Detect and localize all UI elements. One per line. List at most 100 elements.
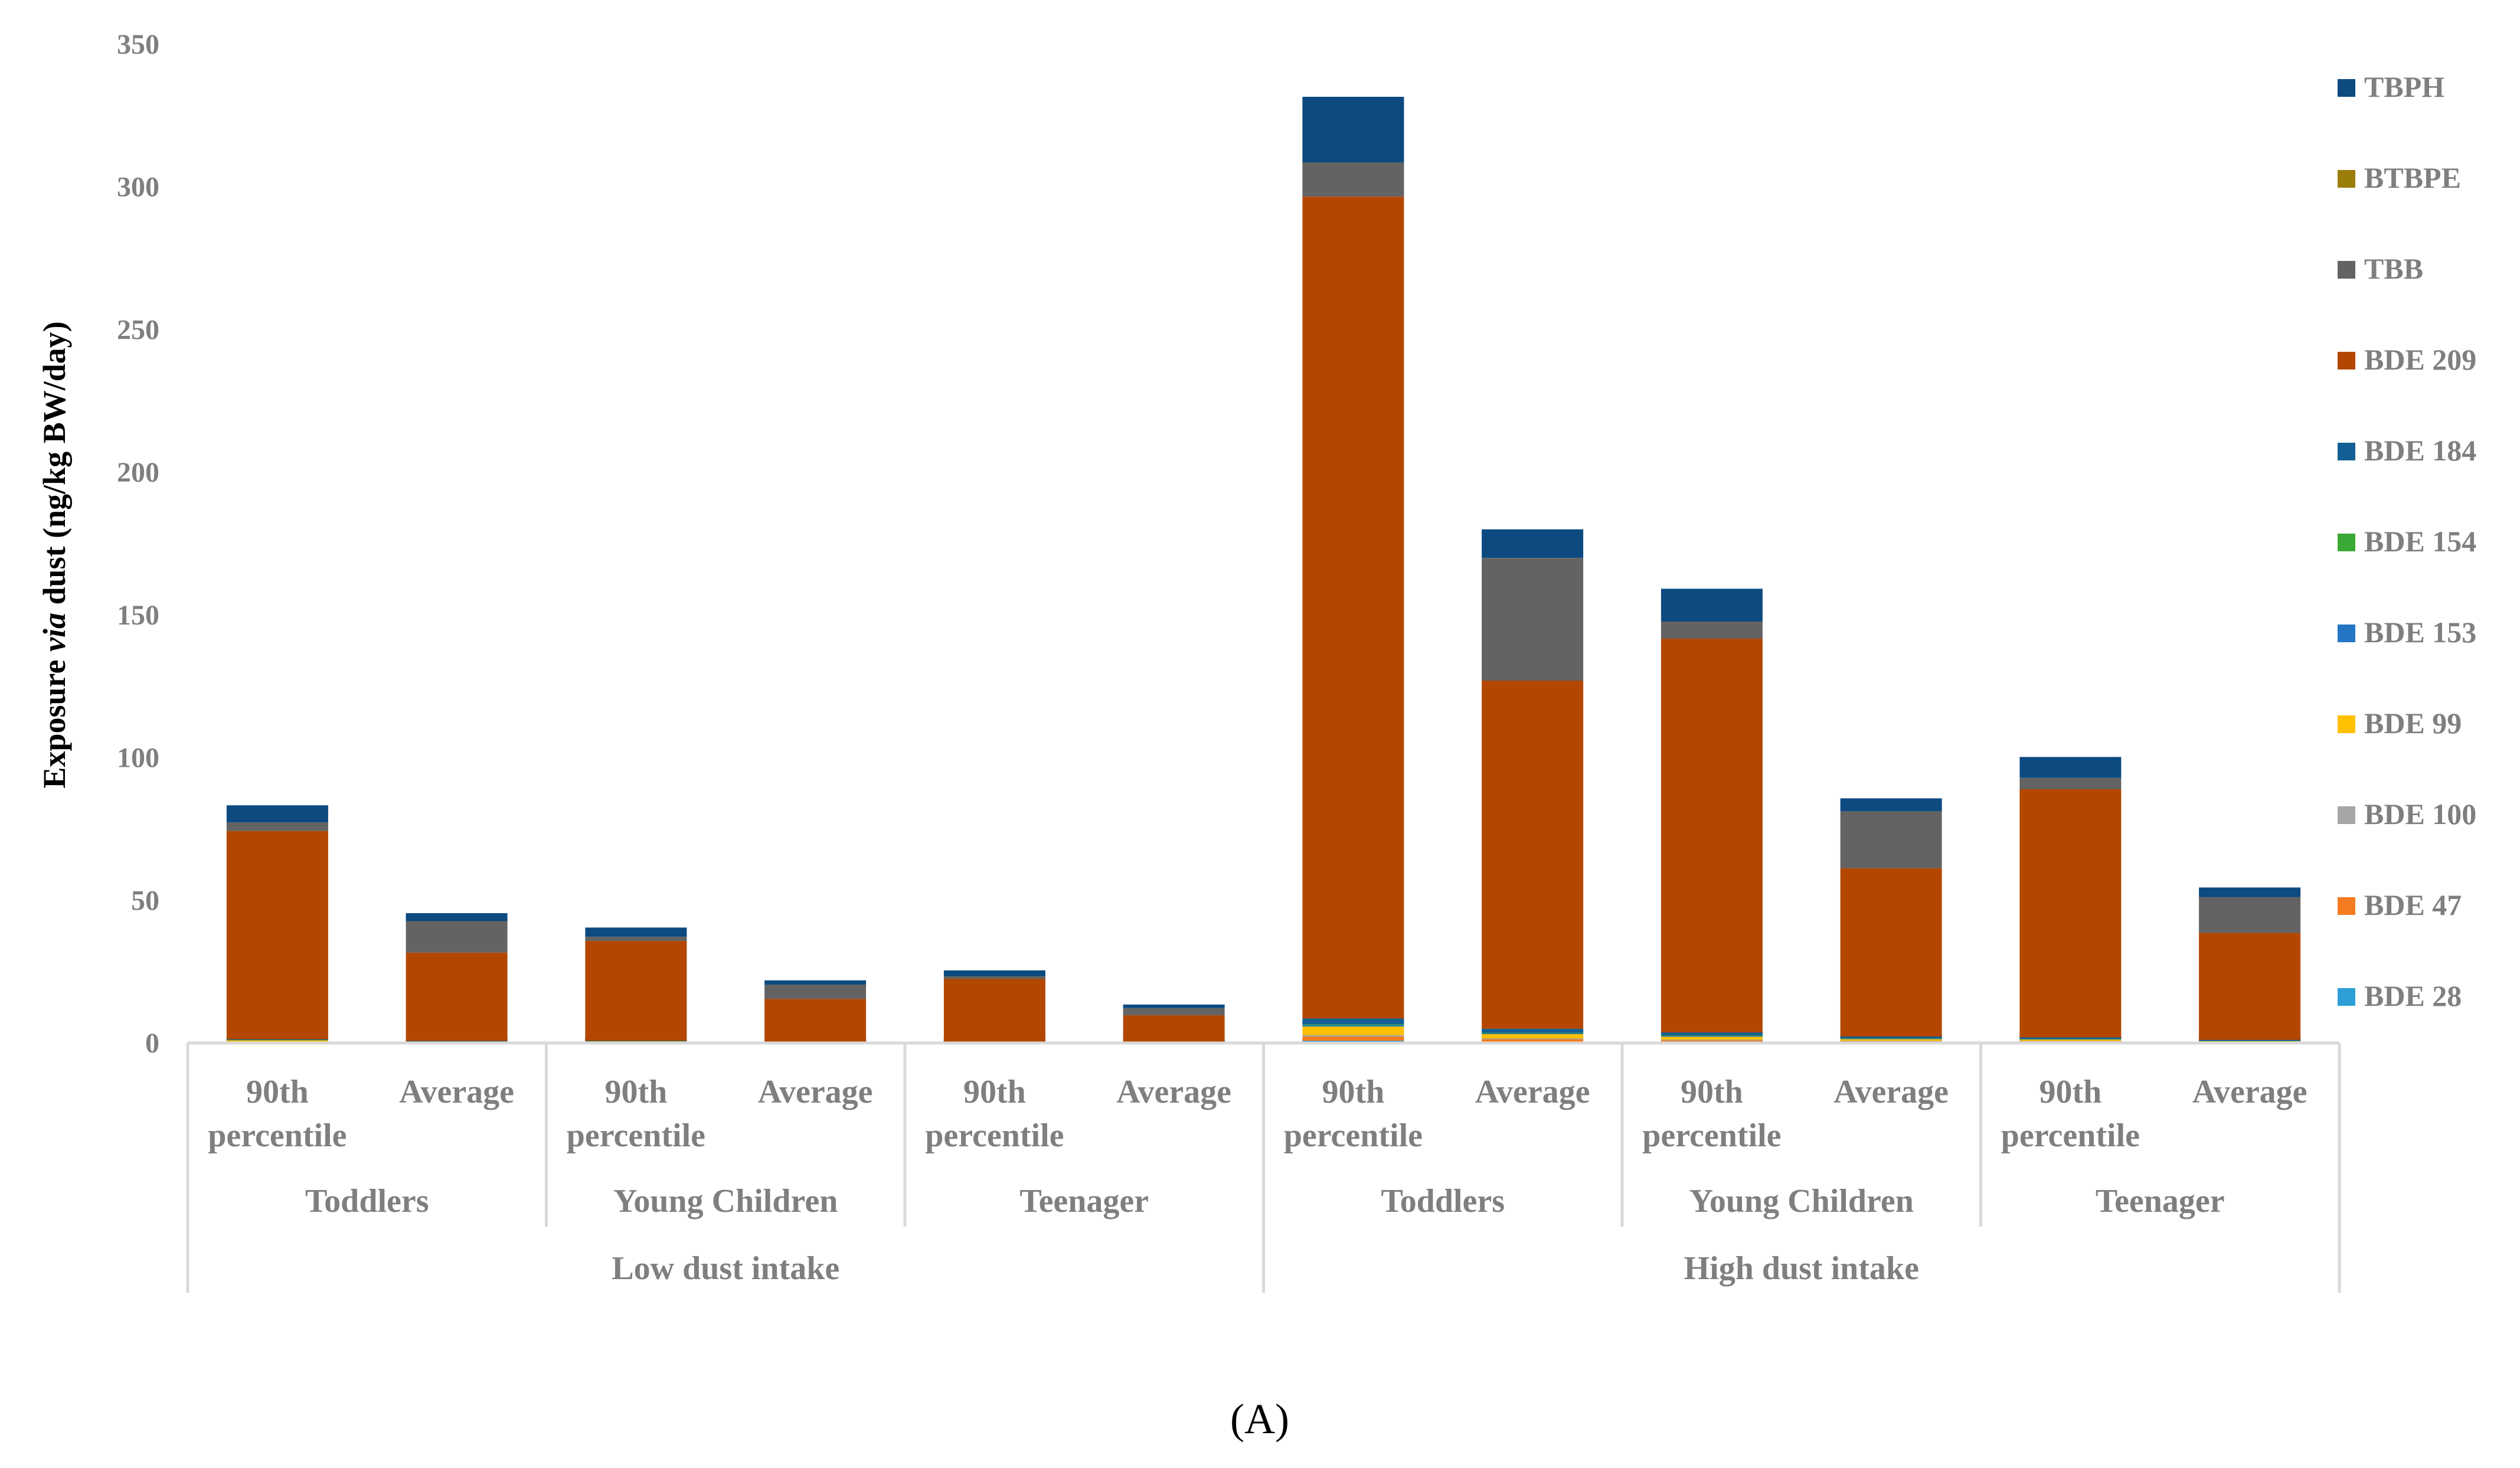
- bar-segment-bde-209: [943, 979, 1045, 1042]
- legend-swatch: [2338, 988, 2355, 1006]
- group-label: Young Children: [613, 1183, 838, 1219]
- bar-segment-tbph: [226, 805, 328, 823]
- legend-label: BDE 47: [2364, 888, 2462, 921]
- x-tick-label: Average: [1475, 1074, 1590, 1110]
- bar-segment-tbb: [1661, 622, 1763, 639]
- bar-segment-tbb: [226, 822, 328, 831]
- legend-swatch: [2338, 261, 2355, 279]
- bar-segment-tbb: [406, 921, 508, 953]
- y-tick-label: 350: [117, 29, 159, 60]
- legend-label: BDE 153: [2364, 616, 2476, 649]
- x-tick-label: 90th percentile: [567, 1074, 705, 1154]
- bar-stack: [2199, 887, 2301, 1043]
- bar-segment-bde-184: [1482, 1028, 1584, 1033]
- bar-segment-tbb: [1482, 558, 1584, 681]
- y-axis-title-part-1: Exposure: [37, 652, 72, 789]
- x-tick-label: 90th percentile: [208, 1074, 347, 1154]
- x-tick-label-line: Average: [1475, 1074, 1590, 1110]
- y-axis-ticks: 0 50 100 150 200 250 300 350: [117, 29, 159, 1059]
- bar-segment-tbph: [764, 980, 867, 985]
- bar-stack: [943, 970, 1045, 1043]
- bar-segment-bde-184: [1661, 1031, 1763, 1035]
- bar-segment-tbph: [1482, 529, 1584, 558]
- bar-segment-bde-209: [1840, 868, 1942, 1037]
- x-tick-label: 90th percentile: [2001, 1074, 2140, 1154]
- bar-segment-tbph: [2199, 887, 2301, 897]
- legend-swatch: [2338, 715, 2355, 733]
- bar-segment-bde-99: [1482, 1034, 1584, 1039]
- legend-label: BDE 99: [2364, 707, 2462, 740]
- bar-segment-tbph: [2019, 757, 2122, 778]
- bar-segment-tbph: [1661, 588, 1763, 622]
- y-tick-label: 50: [131, 885, 159, 916]
- bar-segment-bde-209: [2199, 933, 2301, 1040]
- x-tick-label-line: percentile: [208, 1117, 347, 1154]
- y-tick-label: 0: [145, 1028, 159, 1059]
- legend-swatch: [2338, 443, 2355, 460]
- legend-item: BDE 100: [2338, 797, 2476, 831]
- bar-segment-bde-209: [585, 941, 687, 1041]
- bar-stack: [1482, 529, 1584, 1043]
- bar-segment-bde-209: [2019, 789, 2122, 1038]
- y-axis-title-part-3: dust (ng/kg BW/day): [37, 321, 72, 613]
- x-tick-label: 90th percentile: [1642, 1074, 1781, 1154]
- bar-stack: [1302, 97, 1404, 1043]
- legend: TBPH BTBPE TBB BDE 209 BDE 184 BDE 154 BDE 153…: [2338, 70, 2476, 1012]
- legend-label: BDE 209: [2364, 343, 2476, 376]
- legend-label: BDE 154: [2364, 525, 2476, 558]
- x-tick-label-line: 90th: [963, 1074, 1026, 1110]
- x-tick-label-line: percentile: [1642, 1117, 1781, 1154]
- legend-label: BTBPE: [2364, 161, 2461, 194]
- category-labels: 90th percentile Average 90th percentile Avera…: [208, 1074, 2307, 1287]
- bar-segment-tbb: [2199, 897, 2301, 933]
- bar-stack: [406, 913, 508, 1043]
- y-axis-title: Exposure via dust (ng/kg BW/day): [37, 321, 72, 788]
- bar-segment-tbph: [1123, 1004, 1225, 1008]
- x-tick-label-line: Average: [2192, 1074, 2307, 1110]
- bar-segment-bde-28: [1302, 1039, 1404, 1043]
- x-tick-label: Average: [1116, 1074, 1231, 1110]
- group-label: Teenager: [1019, 1183, 1149, 1219]
- bar-segment-tbb: [1302, 162, 1404, 197]
- legend-label: BDE 184: [2364, 434, 2476, 467]
- x-tick-label-line: Average: [758, 1074, 873, 1110]
- bar-stack: [1123, 1004, 1225, 1043]
- svg-text:Exposure via dust (ng/kg BW/da: Exposure via dust (ng/kg BW/day): [37, 321, 72, 788]
- legend-label: TBPH: [2364, 70, 2444, 103]
- legend-item: BDE 209: [2338, 343, 2476, 376]
- x-tick-label-line: 90th: [604, 1074, 667, 1110]
- x-tick-label-line: percentile: [567, 1117, 705, 1154]
- x-tick-label-line: 90th: [1681, 1074, 1743, 1110]
- bar-segment-tbph: [943, 970, 1045, 976]
- bar-segment-bde-47: [1482, 1038, 1584, 1042]
- bar-stack: [1840, 798, 1942, 1043]
- x-tick-label: Average: [758, 1074, 873, 1110]
- bars: [226, 97, 2301, 1043]
- legend-item: BDE 99: [2338, 707, 2462, 740]
- x-tick-label-line: 90th: [2039, 1074, 2101, 1110]
- x-tick-label: Average: [399, 1074, 514, 1110]
- legend-swatch: [2338, 170, 2355, 188]
- bar-segment-bde-209: [1661, 639, 1763, 1033]
- bar-segment-bde-209: [406, 952, 508, 1041]
- bar-stack: [2019, 757, 2122, 1043]
- x-tick-label-line: Average: [1116, 1074, 1231, 1110]
- bar-segment-bde-209: [1482, 681, 1584, 1029]
- legend-item: BTBPE: [2338, 161, 2461, 194]
- legend-item: BDE 184: [2338, 434, 2476, 467]
- bar-segment-tbph: [585, 927, 687, 937]
- legend-item: BDE 47: [2338, 888, 2462, 921]
- legend-item: TBB: [2338, 252, 2423, 285]
- y-tick-label: 100: [117, 743, 159, 774]
- group-label: Toddlers: [305, 1183, 429, 1219]
- y-tick-label: 250: [117, 314, 159, 345]
- bar-segment-tbb: [2019, 777, 2122, 789]
- y-axis-title-part-2: via: [37, 613, 72, 652]
- bar-stack: [226, 805, 328, 1043]
- bar-segment-tbph: [406, 913, 508, 921]
- x-tick-label-line: Average: [399, 1074, 514, 1110]
- bar-segment-tbb: [585, 936, 687, 941]
- x-tick-label-line: 90th: [246, 1074, 309, 1110]
